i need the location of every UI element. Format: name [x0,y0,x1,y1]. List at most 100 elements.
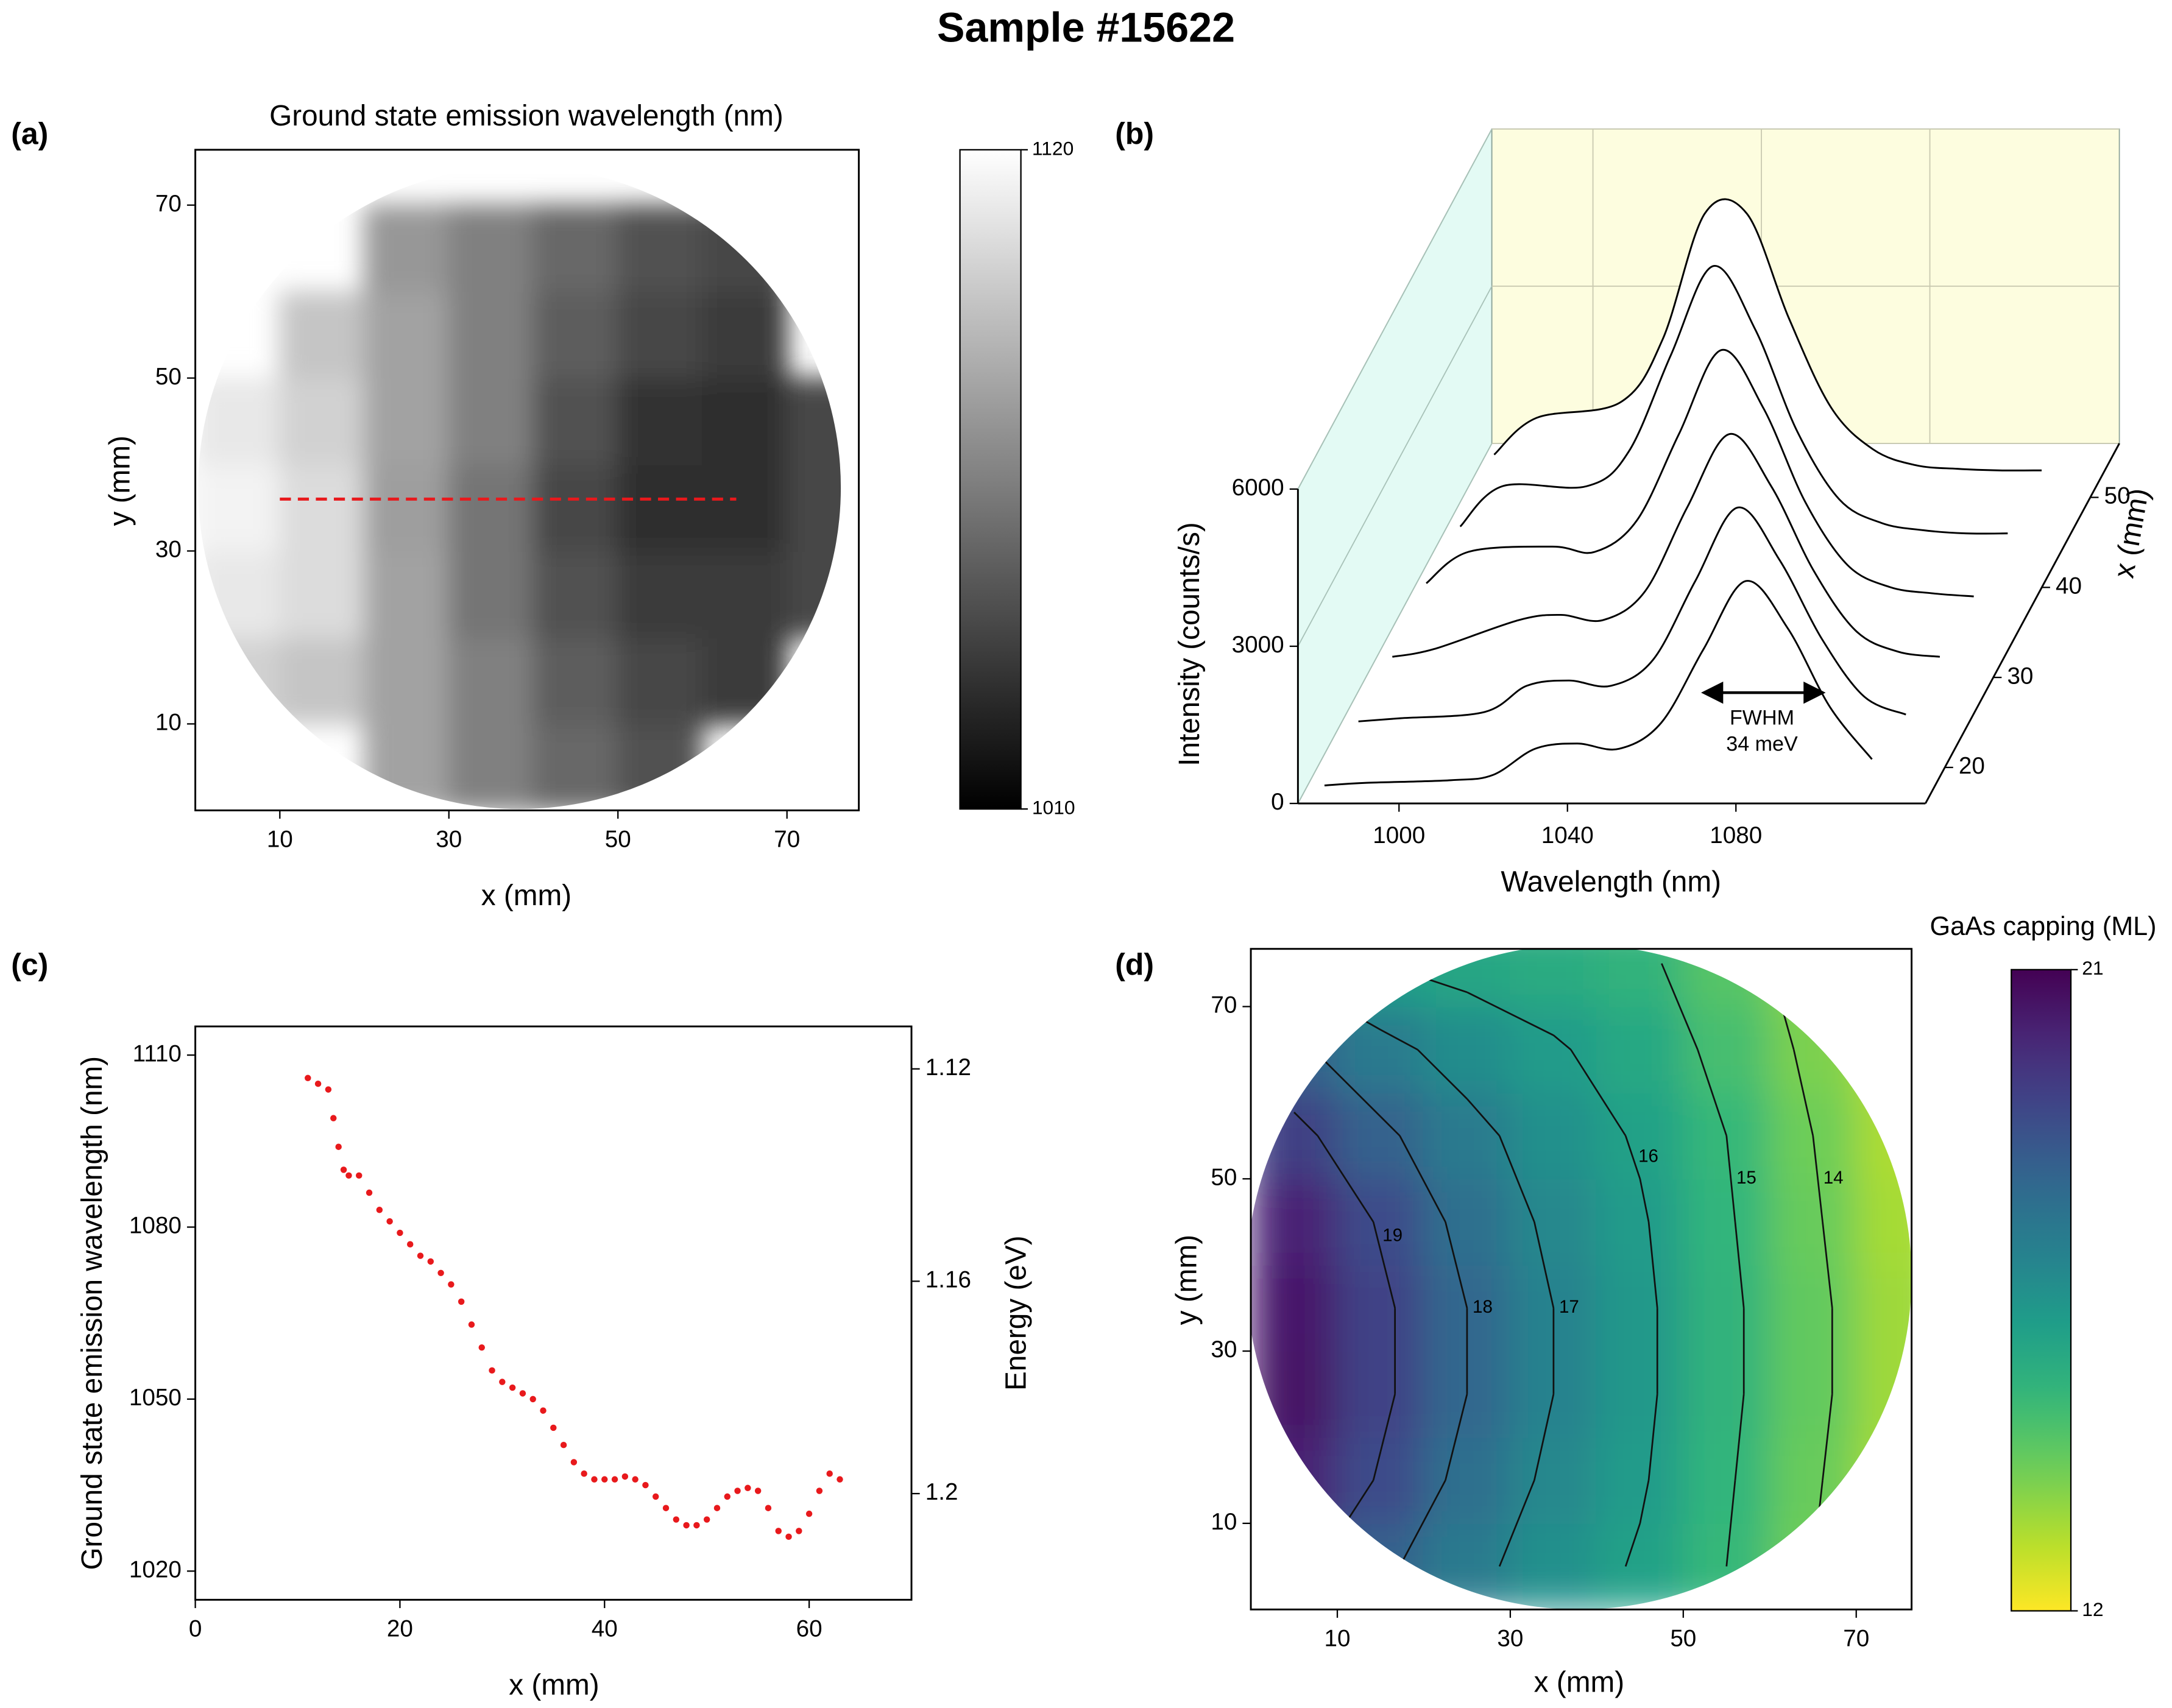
x-tick-label: 50 [605,827,631,853]
point [560,1441,567,1449]
x-tick-label: 40 [592,1616,618,1642]
point [591,1476,598,1483]
contour-line [1445,1394,1468,1481]
cell [448,637,534,725]
spectrum-fill [1426,350,1974,597]
x-tick-label: 1000 [1373,822,1425,849]
cell [532,377,619,465]
cell [617,377,704,465]
cell [1596,1264,1684,1352]
cell [1769,1264,1857,1352]
point [427,1258,434,1265]
cell [1251,1264,1339,1352]
cell [363,377,450,465]
contour-line [1792,1049,1814,1136]
y-tick-label: 10 [1211,1509,1237,1535]
z-tick-label: 30 [2007,663,2033,689]
point [683,1522,690,1529]
point [837,1476,843,1483]
point [745,1484,751,1492]
x-axis-label: x (mm) [481,880,571,912]
cell [1855,1178,1912,1266]
y-tick-label: 3000 [1232,632,1284,658]
spectrum [1426,348,1974,598]
contour-line [1697,1049,1728,1137]
contour-line [1293,979,1381,1031]
point [448,1281,455,1288]
colorbar-tick-label: 1120 [1032,137,1074,159]
y-tick-label: 30 [155,537,182,563]
x-tick-label: 70 [774,827,800,853]
y2-tick-label: 1.16 [925,1267,971,1293]
colorbar-tick-label: 12 [2082,1598,2103,1620]
plot-frame [194,1025,913,1601]
point [366,1189,373,1196]
cell [1596,1006,1684,1094]
colorbar-label: GaAs capping (ML) [1930,912,2157,941]
cell [1596,1350,1684,1438]
x-tick-label: 50 [1670,1625,1696,1651]
cell [448,550,534,638]
point [796,1528,802,1534]
contour-line [1372,1221,1382,1251]
contour-line [1812,1135,1824,1223]
point [673,1516,680,1523]
cell [279,464,366,552]
cell [448,464,534,552]
cell [198,637,281,725]
point [713,1505,721,1511]
cell [1855,1264,1912,1352]
contour-line [1379,1250,1396,1308]
cell [1423,1092,1512,1180]
contour-line [1399,1480,1446,1567]
panel-waterfall: 1000 1040 1080 0 3000 6000 20 30 40 50 FWHM 34 meV [1232,128,2131,849]
cell [1251,1178,1339,1266]
point [642,1481,649,1489]
map-area [198,204,841,810]
cell [1336,1522,1425,1610]
cell [198,464,281,552]
cell [1855,1350,1912,1438]
contour-line [1293,1112,1318,1137]
colorbar [959,149,1022,810]
cell [617,723,704,810]
cell [1855,1522,1912,1610]
y-axis-label: Intensity (counts/s) [1173,522,1206,766]
contour-label: 19 [1382,1225,1403,1245]
contour-line [1734,1394,1745,1481]
cell [532,291,619,379]
cell [363,464,450,552]
cell [1509,1178,1597,1266]
point [765,1505,772,1511]
point [529,1396,536,1403]
contour-line [1639,1480,1650,1524]
colorbar-tick-label: 21 [2082,957,2103,979]
cell [617,464,704,552]
cell [532,464,619,552]
cell [617,204,704,292]
point [611,1476,618,1483]
panel-scatter: 0 20 40 60 1020 1050 1080 1110 1.12 1.16 1.2 [129,1025,971,1642]
point [376,1207,383,1213]
contour-line [1877,963,1901,1050]
point [540,1407,547,1414]
cell [701,464,788,552]
y-tick-label: 30 [1211,1336,1237,1363]
cell [1596,1178,1684,1266]
wafer [198,204,841,810]
spectrum-fill [1494,199,2042,471]
cell [701,377,788,465]
cell [448,377,534,465]
cell [1423,1178,1512,1266]
cell [1769,1436,1857,1524]
point [340,1166,347,1173]
point [345,1172,352,1179]
x-tick-label: 70 [1843,1625,1869,1651]
point [468,1321,475,1328]
contour-line [1647,1221,1658,1308]
point [601,1476,608,1483]
point [478,1344,485,1351]
contour-line [1822,1394,1833,1481]
cell [448,723,534,810]
cell [701,637,788,725]
